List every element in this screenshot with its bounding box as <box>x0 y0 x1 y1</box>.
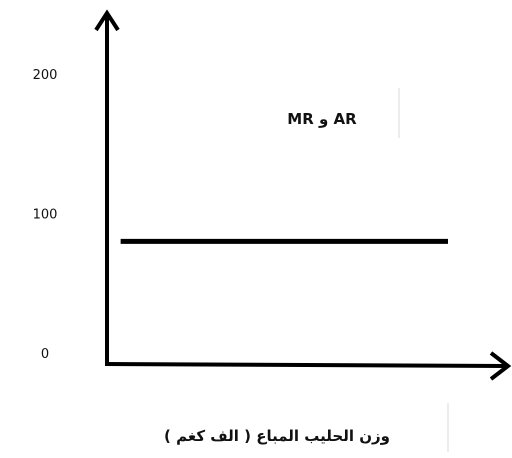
y-tick-label: 100 <box>33 208 58 223</box>
y-tick-label: 0 <box>41 347 49 362</box>
y-axis-arrowhead <box>94 9 120 32</box>
y-tick-label: 200 <box>33 68 58 83</box>
y-tick-labels: 0 100 200 <box>33 68 58 362</box>
x-axis-label: وزن الحليب المباع ( الف كغم ) <box>164 427 390 445</box>
x-axis <box>104 362 506 368</box>
x-axis-arrowhead <box>489 351 512 381</box>
series-label: AR و MR <box>287 110 357 128</box>
